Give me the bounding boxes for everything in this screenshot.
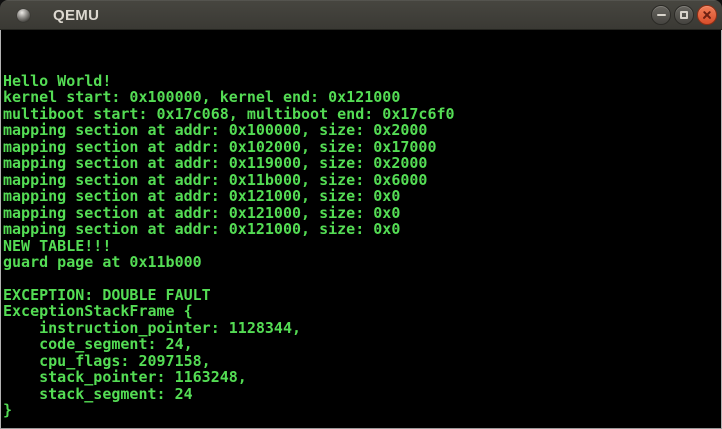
window-title: QEMU [53, 6, 100, 24]
maximize-icon [680, 11, 688, 19]
window-controls [651, 5, 717, 25]
terminal-display[interactable]: Hello World! kernel start: 0x100000, ker… [0, 30, 722, 429]
close-button[interactable] [697, 5, 717, 25]
minimize-button[interactable] [651, 5, 671, 25]
terminal-output: Hello World! kernel start: 0x100000, ker… [3, 72, 455, 420]
qemu-app-icon [17, 8, 30, 22]
maximize-button[interactable] [674, 5, 694, 25]
titlebar[interactable]: QEMU [0, 0, 722, 30]
minimize-icon [656, 14, 666, 16]
